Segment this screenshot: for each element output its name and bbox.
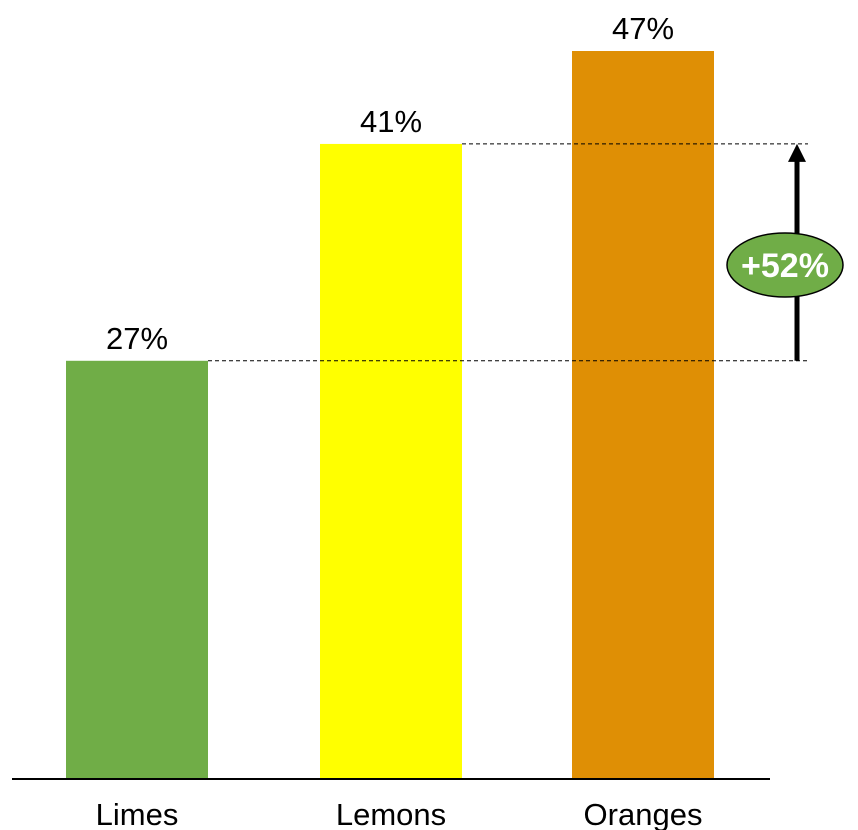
bar-limes [66,361,208,779]
data-label-oranges: 47% [612,11,674,46]
arrowhead-icon [788,144,806,162]
tick-label-oranges: Oranges [584,797,703,830]
change-badge-label: +52% [741,247,829,285]
tick-label-limes: Limes [96,797,179,830]
tick-label-lemons: Lemons [336,797,446,830]
bars-group [66,51,714,779]
reference-lines-group [208,144,808,361]
bar-oranges [572,51,714,779]
data-label-limes: 27% [106,321,168,356]
data-label-lemons: 41% [360,104,422,139]
bar-lemons [320,144,462,779]
change-annotation: +52% [727,144,843,361]
